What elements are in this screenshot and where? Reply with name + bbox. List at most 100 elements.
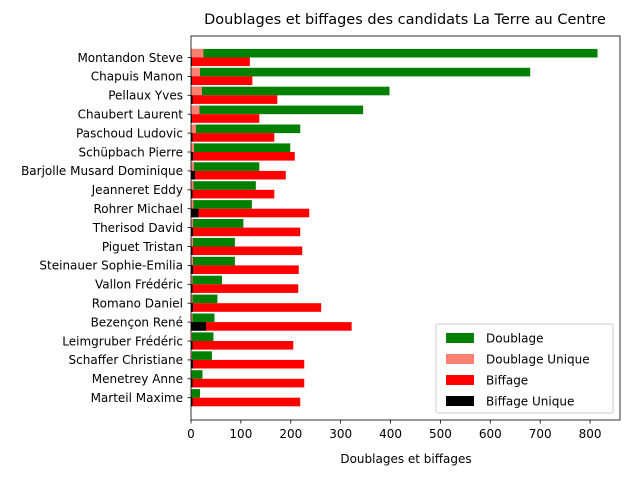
bar-biffage [191,208,310,218]
x-tick-label: 300 [329,427,352,441]
y-tick-label: Schüpbach Pierre [79,145,184,159]
bar-biffage [191,95,278,104]
bar-doublage-unique [191,294,193,304]
bar-doublage [191,275,222,285]
x-tick-label: 600 [479,427,502,441]
y-tick-label: Bezençon René [91,315,183,329]
bar-doublage [191,143,291,152]
bar-doublage-unique [191,124,196,134]
y-tick-label: Paschoud Ludovic [76,126,183,140]
bar-doublage-unique [191,67,200,77]
bar-doublage-unique [191,162,194,171]
legend-label: Biffage [486,374,528,388]
bar-doublage-unique [191,48,204,58]
legend: Doublage Doublage Unique Biffage Biffage Un… [435,323,614,414]
y-tick-label: Steinauer Sophie-Emilia [39,259,183,273]
bar-biffage-unique [191,208,199,218]
bar-doublage-unique [191,181,194,190]
bar-doublage [191,67,531,77]
bar-doublage [191,313,215,323]
legend-label: Doublage [486,332,544,346]
bar-biffage [191,133,275,142]
y-tick-label: Menetrey Anne [92,372,183,386]
y-tick-label: Montandon Steve [77,51,183,65]
bar-doublage [191,237,235,247]
x-tick-label: 0 [187,427,195,441]
bar-doublage [191,124,301,134]
y-tick-label: Rohrer Michael [93,202,183,216]
bar-biffage-unique [191,76,192,85]
bar-doublage [191,370,203,379]
bar-biffage-unique [191,246,193,256]
x-tick-labels: 0 100 200 300 400 500 600 700 800 [187,420,602,441]
bar-biffage-unique [191,95,193,104]
legend-swatch [446,396,474,406]
y-tick-label: Chapuis Manon [91,70,183,84]
y-tick-label: Romano Daniel [92,297,183,311]
legend-label: Biffage Unique [486,395,574,409]
x-axis-title: Doublages et biffages [340,452,471,466]
bar-biffage-unique [191,378,193,388]
bar-biffage [191,57,250,67]
bar-biffage [191,378,305,388]
bar-doublage [191,294,218,304]
bar-doublage [191,256,235,266]
bar-biffage [191,170,286,180]
bar-biffage [191,189,275,199]
bar-doublage [191,219,244,228]
bar-biffage [191,227,301,237]
legend-swatch [446,354,474,364]
bar-doublage-unique [191,256,193,266]
bar-biffage [191,303,322,312]
legend-swatch [446,333,474,343]
bar-biffage [191,359,305,369]
bar-biffage [191,265,299,274]
bar-biffage [191,246,303,256]
y-tick-label: Pellaux Yves [108,89,183,103]
bar-biffage-unique [191,152,193,161]
bar-biffage-unique [191,284,193,293]
bar-doublage [191,162,260,171]
bar-doublage-unique [191,275,193,285]
bar-biffage [191,76,253,85]
bar-doublage-unique [191,143,194,152]
bar-biffage-unique [191,341,193,350]
bar-doublage [191,181,256,190]
bar-biffage-unique [191,189,193,199]
bar-biffage-unique [191,133,193,142]
x-tick-label: 800 [579,427,602,441]
bar-doublage-unique [191,86,202,96]
chart-title: Doublages et biffages des candidats La T… [204,12,606,28]
legend-box [435,323,614,414]
y-tick-label: Barjolle Musard Dominique [21,164,183,178]
y-tick-label: Piguet Tristan [102,240,183,254]
bar-biffage-unique [191,322,206,331]
legend-swatch [446,375,474,385]
bar-biffage [191,114,260,123]
y-tick-label: Marteil Maxime [91,391,183,405]
y-tick-label: Therisod David [92,221,183,235]
bar-doublage-unique [191,219,193,228]
bar-doublage [191,389,200,398]
bar-doublage [191,48,598,58]
y-tick-labels: Montandon Steve Chapuis Manon Pellaux Yves… [21,51,191,405]
bar-doublage-unique [191,237,193,247]
bar-biffage-unique [191,114,192,123]
y-tick-label: Jeanneret Eddy [91,183,183,197]
bars-group [191,48,598,407]
x-tick-label: 100 [229,427,252,441]
y-tick-label: Leimgruber Frédéric [62,334,183,348]
bar-doublage-unique [191,313,193,323]
bar-doublage-unique [191,200,194,209]
y-tick-label: Schaffer Christiane [69,353,183,367]
bar-biffage [191,322,352,331]
bar-doublage [191,200,252,209]
x-tick-label: 200 [279,427,302,441]
bar-biffage [191,397,301,407]
x-tick-label: 700 [529,427,552,441]
bar-biffage-unique [191,397,193,407]
bar-biffage-unique [191,265,193,274]
bar-doublage-unique [191,105,200,115]
